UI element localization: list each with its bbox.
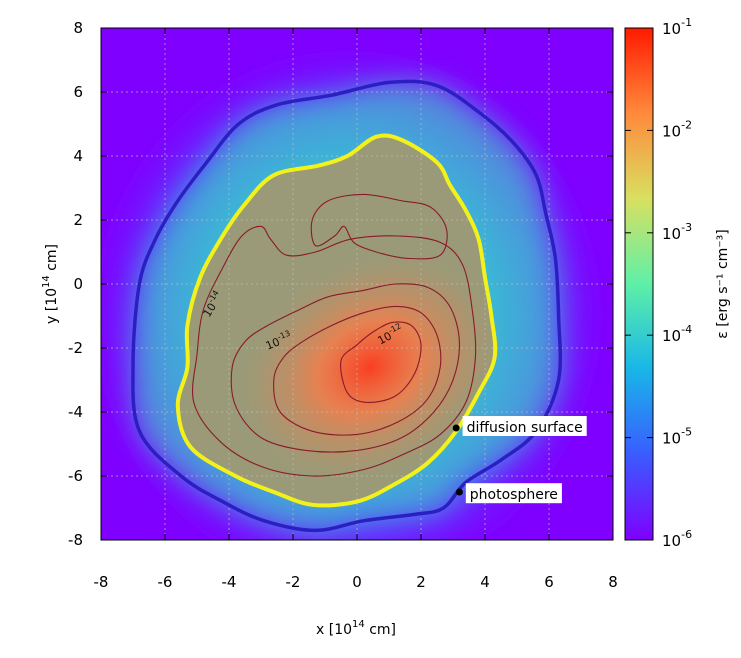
colorbar-tick-label: 10-3 (662, 221, 692, 243)
y-tick-label: -8 (68, 531, 83, 549)
y-tick-label: 6 (73, 83, 83, 101)
contour-line-4 (340, 321, 422, 404)
x-tick-label: 2 (416, 573, 426, 591)
grid (101, 28, 613, 540)
x-tick-label: -4 (222, 573, 237, 591)
colorbar-tick-label: 10-6 (662, 528, 692, 550)
contour-line-1 (310, 193, 448, 260)
axis-ticks: -8 -6 -4 -2 0 2 4 6 8 -8 -6 -4 -2 0 2 4 6 8 (68, 19, 618, 591)
contour-label-2: 10-12 (375, 321, 406, 347)
x-tick-label: -8 (94, 573, 109, 591)
annotation-label-1: photosphere (470, 487, 558, 503)
x-tick-label: 0 (352, 573, 362, 591)
annotation-point-0 (452, 424, 460, 432)
y-tick-label: -2 (68, 339, 83, 357)
annotation-label-0: diffusion surface (467, 420, 583, 436)
colorbar-tick-label: 10-2 (662, 118, 692, 140)
diffusion-surface-line (175, 133, 498, 508)
annotation-box-1 (465, 483, 562, 504)
colorbar-tick-label: 10-4 (662, 323, 692, 345)
annotation-box-0 (462, 416, 587, 436)
annotations: diffusion surface photosphere (452, 416, 587, 504)
y-tick-label: 4 (73, 147, 83, 165)
x-tick-label: 6 (544, 573, 554, 591)
colorbar-tick-label: 10-5 (662, 426, 692, 448)
annotation-point-1 (455, 488, 463, 496)
photosphere-line (131, 79, 563, 533)
y-axis-label: y [1014 cm] (41, 244, 60, 324)
y-tick-label: -4 (68, 403, 83, 421)
y-tick-label: 8 (73, 19, 83, 37)
y-tick-label: 2 (73, 211, 83, 229)
colorbar-label: ε [erg s⁻¹ cm⁻³] (715, 229, 731, 338)
y-tick-label: 0 (73, 275, 83, 293)
x-axis-label: x [1014 cm] (316, 619, 396, 638)
contour-line-2 (230, 283, 460, 453)
colorbar (624, 27, 654, 541)
emissivity-contours (191, 193, 477, 477)
colorbar-ticks: 10-1 10-2 10-3 10-4 10-5 10-6 (625, 16, 692, 550)
x-tick-label: 4 (480, 573, 490, 591)
x-tick-label: -6 (158, 573, 173, 591)
x-tick-label: 8 (608, 573, 618, 591)
contour-line-0 (191, 225, 477, 477)
y-tick-label: -6 (68, 467, 83, 485)
x-tick-label: -2 (286, 573, 301, 591)
colorbar-tick-label: 10-1 (662, 16, 692, 38)
contour-line-3 (273, 305, 442, 436)
